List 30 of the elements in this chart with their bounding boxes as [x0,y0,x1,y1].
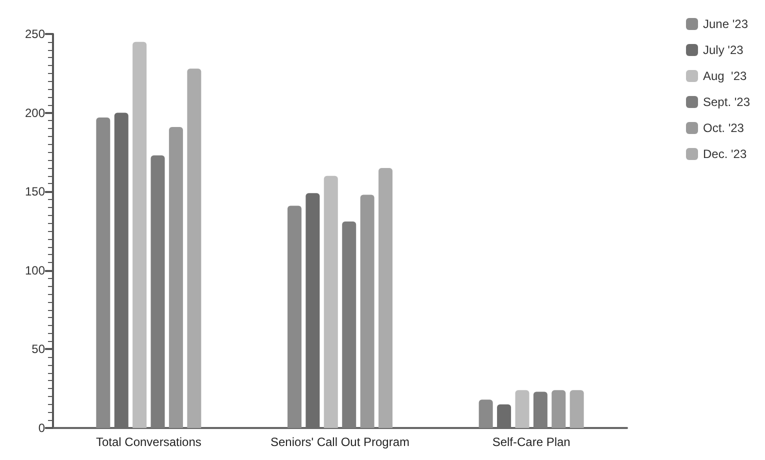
legend-label: Aug '23 [703,69,747,83]
legend-label: Dec. '23 [703,147,747,161]
bar [324,176,338,428]
y-tick-label: 100 [24,263,46,278]
bar [288,206,302,428]
bar [132,42,147,428]
bar [150,155,165,428]
y-tick-label: 50 [32,342,46,356]
x-tick-label: Seniors' Call Out Program [270,435,410,449]
bar [378,168,392,428]
legend-label: Sept. '23 [703,95,750,109]
y-tick-label: 200 [24,106,46,120]
bar [552,390,566,428]
x-tick-label: Self-Care Plan [492,435,570,449]
legend-label: July '23 [703,43,744,57]
bar [187,68,202,428]
bar [515,390,530,428]
y-tick-label: 0 [38,421,46,435]
legend-label: June '23 [703,17,748,31]
bar [478,400,493,428]
bar [168,126,183,428]
bar [342,222,356,428]
legend-label: Oct. '23 [703,121,744,135]
bar [96,118,110,428]
bar [533,392,548,428]
y-tick-label: 250 [24,27,46,41]
y-tick-label: 150 [24,184,46,199]
bar [360,194,374,428]
bar [570,390,584,428]
x-tick-label: Total Conversations [96,435,202,449]
